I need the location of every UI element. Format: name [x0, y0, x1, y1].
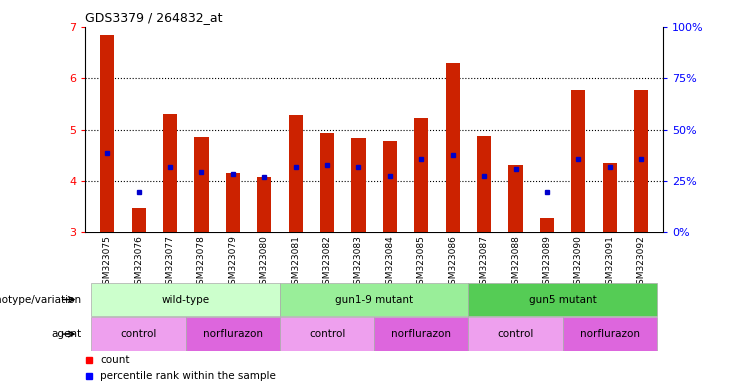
Bar — [445, 63, 460, 232]
Text: GSM323092: GSM323092 — [637, 235, 645, 290]
Text: GSM323087: GSM323087 — [479, 235, 488, 290]
Bar — [226, 173, 240, 232]
Text: GSM323083: GSM323083 — [354, 235, 363, 290]
Text: GSM323079: GSM323079 — [228, 235, 237, 290]
Text: norflurazon: norflurazon — [579, 329, 639, 339]
Text: control: control — [309, 329, 345, 339]
Bar — [414, 118, 428, 232]
Text: norflurazon: norflurazon — [203, 329, 263, 339]
Text: GSM323084: GSM323084 — [385, 235, 394, 290]
Text: GSM323081: GSM323081 — [291, 235, 300, 290]
Text: count: count — [100, 356, 130, 366]
Bar — [280, 283, 468, 316]
Bar — [100, 35, 114, 232]
Bar — [468, 283, 657, 316]
Bar — [91, 318, 186, 351]
Bar — [186, 318, 280, 351]
Text: percentile rank within the sample: percentile rank within the sample — [100, 371, 276, 381]
Bar — [257, 177, 271, 232]
Bar — [468, 318, 562, 351]
Text: agent: agent — [51, 329, 82, 339]
Text: control: control — [497, 329, 534, 339]
Bar — [383, 141, 397, 232]
Text: GSM323085: GSM323085 — [417, 235, 426, 290]
Bar — [562, 318, 657, 351]
Bar — [320, 133, 334, 232]
Text: GSM323089: GSM323089 — [542, 235, 551, 290]
Text: wild-type: wild-type — [162, 295, 210, 305]
Bar — [374, 318, 468, 351]
Bar — [571, 89, 585, 232]
Bar — [602, 163, 617, 232]
Text: GSM323091: GSM323091 — [605, 235, 614, 290]
Text: GSM323077: GSM323077 — [165, 235, 175, 290]
Text: GDS3379 / 264832_at: GDS3379 / 264832_at — [85, 11, 223, 24]
Bar — [163, 114, 177, 232]
Bar — [477, 136, 491, 232]
Bar — [280, 318, 374, 351]
Text: genotype/variation: genotype/variation — [0, 295, 82, 305]
Text: norflurazon: norflurazon — [391, 329, 451, 339]
Text: GSM323076: GSM323076 — [134, 235, 143, 290]
Text: control: control — [121, 329, 157, 339]
Bar — [351, 138, 365, 232]
Text: GSM323082: GSM323082 — [322, 235, 331, 290]
Text: GSM323075: GSM323075 — [103, 235, 112, 290]
Bar — [132, 208, 146, 232]
Text: GSM323086: GSM323086 — [448, 235, 457, 290]
Text: gun5 mutant: gun5 mutant — [529, 295, 597, 305]
Bar — [194, 137, 208, 232]
Bar — [634, 89, 648, 232]
Bar — [540, 218, 554, 232]
Text: GSM323080: GSM323080 — [260, 235, 269, 290]
Bar — [91, 283, 280, 316]
Text: GSM323090: GSM323090 — [574, 235, 583, 290]
Bar — [508, 164, 522, 232]
Text: GSM323078: GSM323078 — [197, 235, 206, 290]
Text: gun1-9 mutant: gun1-9 mutant — [335, 295, 413, 305]
Bar — [288, 115, 303, 232]
Text: GSM323088: GSM323088 — [511, 235, 520, 290]
